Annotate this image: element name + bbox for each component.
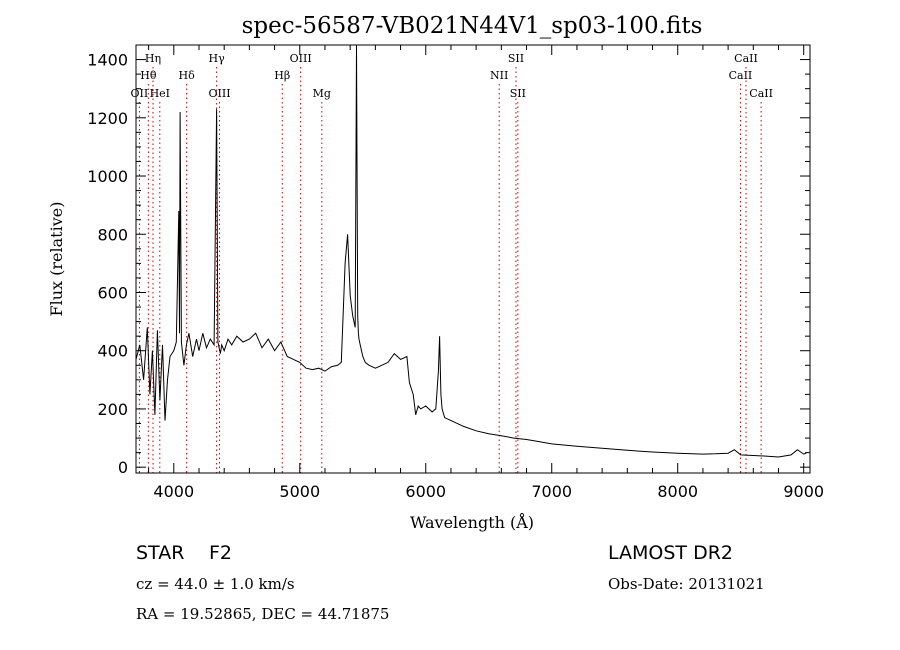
spectral-line-label: Hγ [209,52,226,65]
spectral-line-markers: OIIHθHηHeIHδHγOIIIHβOIIIMgNIISIISIICaIIC… [131,52,773,473]
x-tick-label: 6000 [405,482,446,501]
spectral-line-label: OII [131,87,149,100]
observation-date: Obs-Date: 20131021 [608,575,765,593]
x-tick-label: 5000 [279,482,320,501]
x-tick-label: 8000 [657,482,698,501]
y-tick-label: 400 [97,342,128,361]
plot-frame [135,44,811,474]
y-axis-label: Flux (relative) [47,202,66,317]
coordinates: RA = 19.52865, DEC = 44.71875 [136,605,389,623]
y-tick-label: 1400 [87,51,128,70]
spectral-line-label: Mg [313,87,331,100]
y-tick-label: 1000 [87,167,128,186]
survey-name: LAMOST DR2 [608,542,733,564]
spectral-line-label: SII [508,52,524,65]
chart-title: spec-56587-VB021N44V1_sp03-100.fits [242,13,703,39]
spectral-line-label: CaII [749,87,773,100]
spectral-line-label: CaII [729,69,753,82]
y-tick-label: 800 [97,225,128,244]
redshift-value: cz = 44.0 ± 1.0 km/s [136,575,295,593]
spectral-line-label: OIII [290,52,312,65]
spectral-line-label: Hθ [140,69,157,82]
y-tick-label: 0 [118,458,128,477]
x-tick-label: 4000 [153,482,194,501]
spectral-line-label: Hβ [274,69,290,82]
star-class: STAR [136,542,184,564]
spectral-line-label: NII [490,69,508,82]
spectral-line-label: Hδ [179,69,196,82]
y-tick-label: 600 [97,283,128,302]
star-subclass: F2 [209,542,232,564]
spectrum-line [135,44,807,458]
y-tick-label: 200 [97,400,128,419]
axis-ticks: 4000 5000 6000 7000 8000 9000 0 200 400 600 800 100… [87,44,824,501]
x-tick-label: 9000 [783,482,824,501]
spectral-line-label: HeI [150,87,170,100]
spectral-line-label: CaII [734,52,758,65]
spectral-line-label: Hη [145,52,161,65]
x-axis-label: Wavelength (Å) [410,512,534,532]
spectral-line-label: SII [510,87,526,100]
x-tick-label: 7000 [531,482,572,501]
spectral-line-label: OIII [208,87,230,100]
y-tick-label: 1200 [87,109,128,128]
